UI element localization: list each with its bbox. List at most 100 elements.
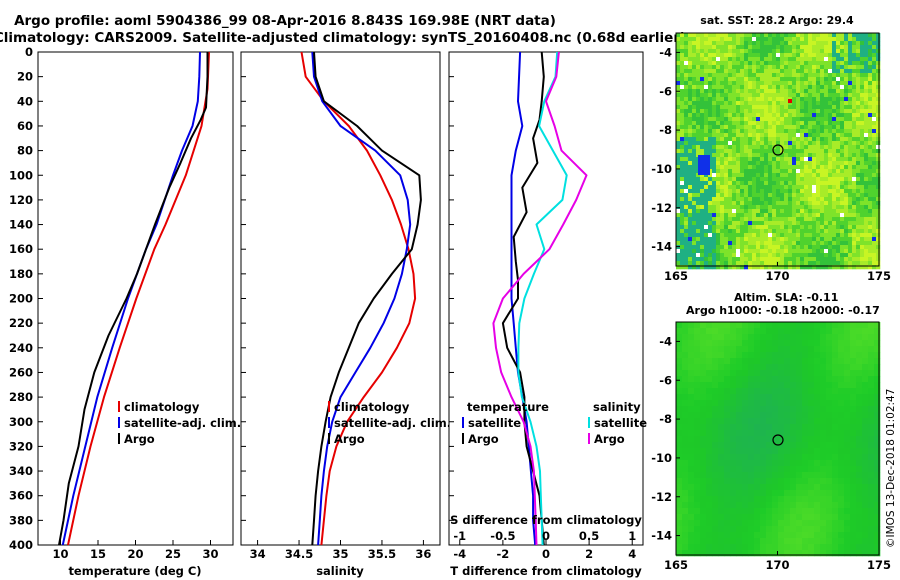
sst-cell: [832, 189, 837, 194]
sst-cell: [728, 253, 733, 258]
sst-cell: [808, 125, 813, 130]
sst-cell: [732, 153, 737, 158]
sst-cell: [700, 53, 705, 58]
sla-cell: [724, 508, 731, 515]
sla-cell: [712, 436, 719, 443]
sla-cell: [712, 322, 719, 329]
sst-cell: [800, 177, 805, 182]
sla-cell: [826, 520, 833, 527]
sst-cell: [848, 89, 853, 94]
sst-cell: [752, 117, 757, 122]
sst-cell: [688, 261, 693, 266]
sst-cell: [824, 161, 829, 166]
sst-cell: [868, 57, 873, 62]
sst-cell: [788, 197, 793, 202]
sst-cell: [728, 93, 733, 98]
sst-cell: [748, 253, 753, 258]
difference-x-ticks: -4 -2 0 2 4: [453, 540, 636, 561]
sst-cell: [688, 49, 693, 54]
sst-cell: [740, 221, 745, 226]
sst-cell: [764, 153, 769, 158]
sst-cell: [788, 41, 793, 46]
sst-cell: [708, 53, 713, 58]
sst-cell: [772, 45, 777, 50]
sst-cell: [752, 165, 757, 170]
sla-cell: [874, 550, 881, 557]
sla-cell: [790, 376, 797, 383]
sla-cell: [784, 442, 791, 449]
sla-cell: [772, 448, 779, 455]
sst-cell: [828, 97, 833, 102]
sst-cell: [728, 201, 733, 206]
sst-cell: [844, 105, 849, 110]
sst-cell: [704, 185, 709, 190]
sst-cell: [708, 161, 713, 166]
sla-cell: [754, 400, 761, 407]
sla-cell: [742, 520, 749, 527]
sst-cell: [772, 245, 777, 250]
sla-cell: [856, 412, 863, 419]
sst-cell: [776, 65, 781, 70]
sla-cell: [844, 448, 851, 455]
sla-cell: [754, 508, 761, 515]
sst-cell: [832, 205, 837, 210]
sla-cell: [778, 358, 785, 365]
sla-cell: [844, 544, 851, 551]
sst-cell: [696, 33, 701, 38]
sst-cell: [876, 213, 881, 218]
sla-cell: [844, 382, 851, 389]
sst-cell: [704, 217, 709, 222]
sst-cell: [680, 37, 685, 42]
sla-cell: [694, 472, 701, 479]
sst-cell: [720, 97, 725, 102]
sla-cell: [856, 478, 863, 485]
sst-cell: [752, 213, 757, 218]
sst-cell: [764, 149, 769, 154]
salinity-line-climatology: [300, 51, 417, 546]
sst-cell: [808, 217, 813, 222]
sla-cell: [856, 442, 863, 449]
sst-cell: [848, 41, 853, 46]
sst-cell: [700, 89, 705, 94]
sst-cell: [704, 233, 709, 238]
sst-cell: [860, 89, 865, 94]
sst-cell: [824, 205, 829, 210]
sla-cell: [802, 550, 809, 557]
sla-cell: [700, 424, 707, 431]
sla-cell: [790, 520, 797, 527]
sst-cell: [724, 217, 729, 222]
sst-cell: [848, 221, 853, 226]
sst-cell: [780, 33, 785, 38]
sla-cell: [802, 448, 809, 455]
sla-cell: [706, 334, 713, 341]
sla-cell: [688, 328, 695, 335]
sst-cell: [788, 129, 793, 134]
sla-cell: [826, 508, 833, 515]
sst-cell: [724, 229, 729, 234]
sla-cell: [760, 400, 767, 407]
sst-cell: [716, 217, 721, 222]
sst-cell: [812, 149, 817, 154]
sla-cell: [802, 544, 809, 551]
sst-cell: [780, 181, 785, 186]
sst-cell: [812, 129, 817, 134]
sla-cell: [856, 364, 863, 371]
sla-cell: [760, 328, 767, 335]
sst-cell: [764, 185, 769, 190]
sla-cell: [748, 358, 755, 365]
sst-cell: [780, 53, 785, 58]
sst-cell: [772, 209, 777, 214]
sst-cell: [744, 257, 749, 262]
sst-cell: [856, 93, 861, 98]
sst-cell: [816, 121, 821, 126]
sst-cell: [752, 233, 757, 238]
sst-cell: [808, 201, 813, 206]
sst-cell: [848, 161, 853, 166]
sst-cell: [776, 89, 781, 94]
sla-cell: [820, 460, 827, 467]
sst-cell: [860, 137, 865, 142]
sla-cell: [676, 436, 683, 443]
sst-cell: [716, 205, 721, 210]
sla-cell: [712, 346, 719, 353]
sst-cell: [724, 249, 729, 254]
